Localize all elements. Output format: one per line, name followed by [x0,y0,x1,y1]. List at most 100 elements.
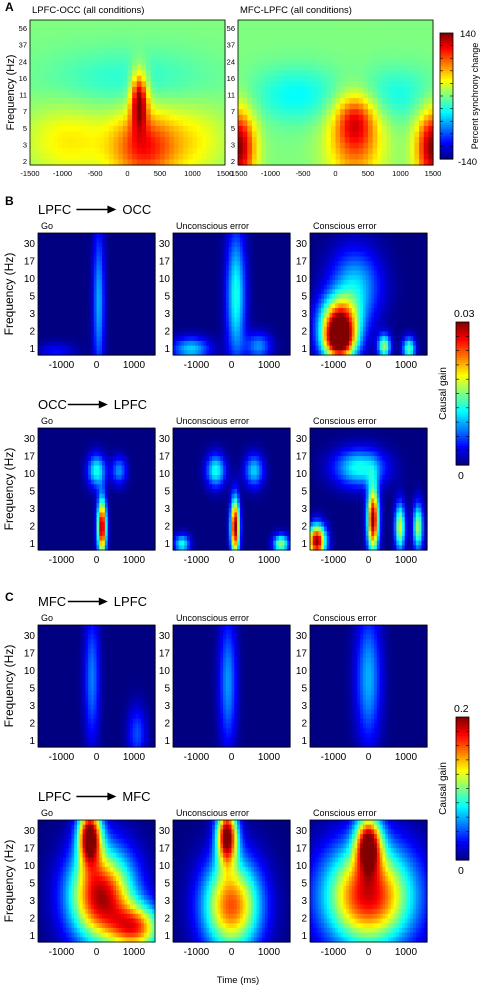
heatmap-cell [340,98,346,105]
heatmap-cell [239,265,244,272]
heatmap-cell [141,31,147,38]
heatmap-cell [223,331,227,337]
heatmap-cell [253,298,258,304]
heatmap-cell [155,42,161,49]
heatmap-cell [256,331,260,337]
heatmap-cell [178,340,182,347]
heatmap-cell [293,36,299,43]
heatmap-cell [160,109,166,116]
heatmap-cell [365,279,370,286]
heatmap-cell [284,345,288,351]
heatmap-cell [395,142,402,149]
heatmap-cell [85,70,91,77]
heatmap-cell [203,308,208,314]
heatmap-cell [270,326,274,333]
heatmap-cell [65,265,70,272]
heatmap-cell [198,265,202,272]
heatmap-cell [77,322,81,328]
heatmap-cell [149,247,153,253]
heatmap-cell [74,275,78,281]
heatmap-cell [316,59,323,66]
heatmap-cell [212,242,216,248]
heatmap-cell [256,25,262,32]
heatmap-cell [195,261,199,267]
heatmap-cell [318,256,322,262]
heatmap-cell [74,233,78,239]
heatmap-cell [95,25,101,32]
heatmap-cell [349,109,355,116]
heatmap-cell [54,322,59,328]
heatmap-cell [248,289,252,295]
heatmap-cell [238,103,244,110]
heatmap-cell [96,284,100,290]
heatmap-cell [423,114,429,121]
panel-a-xtick: -1500 [228,169,247,178]
heatmap-cell [335,98,341,105]
heatmap-cell [344,42,351,49]
heatmap-cell [150,125,156,133]
heatmap-cell [261,36,267,43]
heatmap-cell [372,36,378,43]
heatmap-cell [228,298,233,304]
heatmap-cell [113,261,117,267]
heatmap-cell [43,298,47,304]
heatmap-cell [400,86,406,94]
heatmap-cell [253,336,258,342]
heatmap-cell [284,350,288,356]
heatmap-cell [220,261,224,267]
heatmap-cell [71,137,78,144]
heatmap-cell [104,340,109,347]
panel-a-ytick: 56 [19,24,27,33]
heatmap-cell [135,261,139,267]
heatmap-cell [110,350,114,356]
heatmap-cell [310,284,314,290]
heatmap-cell [108,142,115,149]
heatmap-cell [192,75,198,82]
heatmap-cell [340,131,346,138]
heatmap-cell [228,284,233,290]
heatmap-cell [374,251,378,258]
heatmap-cell [391,20,397,27]
heatmap-cell [281,336,286,342]
heatmap-cell [198,284,202,290]
heatmap-cell [287,233,291,239]
heatmap-cell [281,265,286,272]
panel-a-xtick: -1000 [261,169,280,178]
heatmap-cell [104,251,109,258]
heatmap-cell [93,242,98,248]
heatmap-cell [93,294,98,300]
heatmap-cell [419,159,425,166]
heatmap-cell [298,131,304,138]
heatmap-cell [267,298,272,304]
heatmap-cell [321,75,327,82]
heatmap-cell [175,345,180,351]
heatmap-cell [152,247,156,253]
heatmap-cell [71,331,75,337]
heatmap-cell [209,237,213,243]
heatmap-cell [381,42,388,49]
heatmap-cell [39,114,45,121]
heatmap-cell [136,70,143,77]
heatmap-cell [201,53,208,60]
heatmap-cell [76,47,82,55]
heatmap-cell [206,265,210,272]
heatmap-cell [127,137,133,144]
heatmap-cell [242,70,248,77]
heatmap-cell [169,98,175,105]
heatmap-cell [183,114,189,121]
heatmap-cell [284,47,290,55]
heatmap-cell [122,92,129,99]
heatmap-cell [60,242,64,248]
heatmap-cell [99,289,103,295]
heatmap-cell [186,294,191,300]
heatmap-cell [293,120,299,127]
heatmap-cell [396,242,400,248]
heatmap-cell [141,20,147,27]
heatmap-cell [329,251,333,258]
heatmap-cell [256,114,262,121]
heatmap-cell [209,350,213,356]
heatmap-cell [388,242,392,248]
heatmap-cell [386,142,392,149]
heatmap-cell [118,98,124,105]
heatmap-cell [82,265,86,272]
